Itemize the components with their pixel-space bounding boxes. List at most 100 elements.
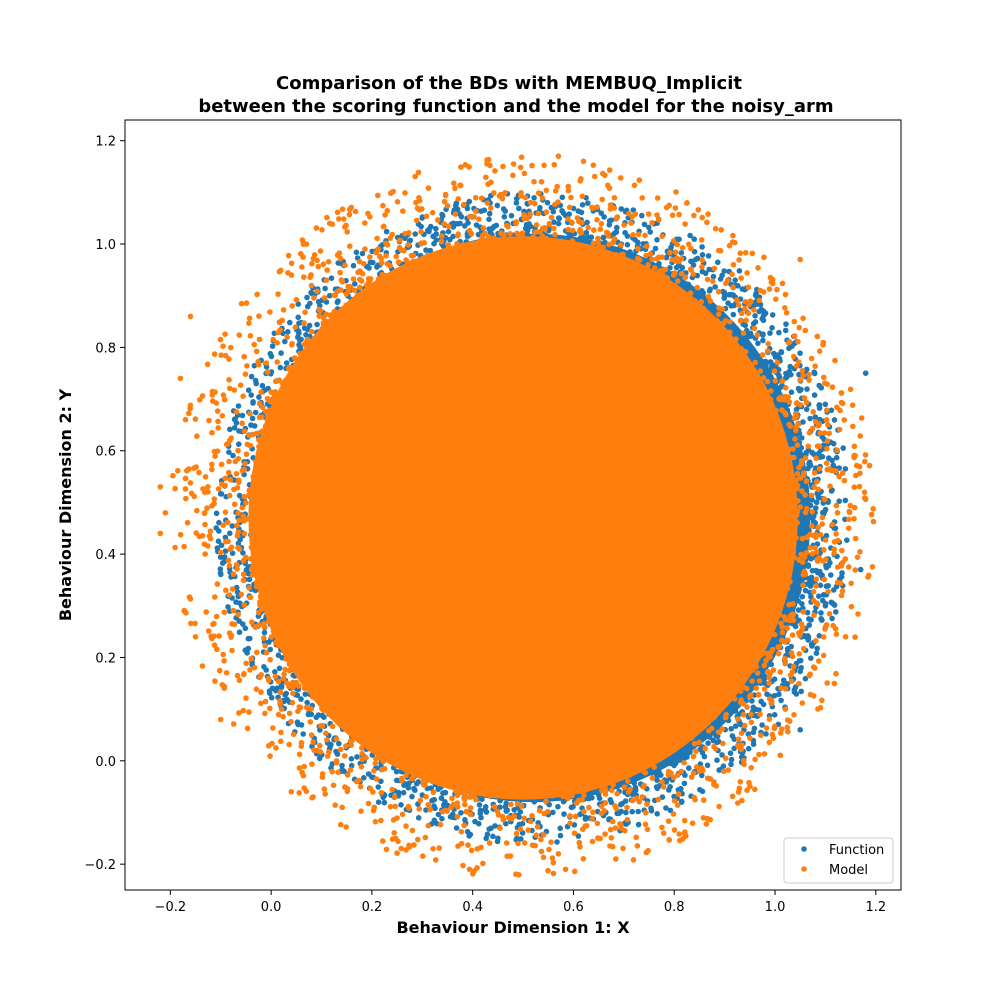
- data-point-model: [594, 204, 600, 210]
- data-point-model: [744, 787, 750, 793]
- data-point-model: [467, 805, 474, 811]
- data-point-model: [812, 544, 818, 551]
- data-point-model: [707, 816, 713, 823]
- data-point-model: [241, 353, 247, 360]
- data-point-model: [311, 295, 317, 301]
- data-point-model: [242, 554, 249, 561]
- data-point-model: [278, 706, 285, 712]
- data-point-model: [606, 167, 613, 173]
- data-point-model: [205, 628, 212, 634]
- data-point-model: [630, 232, 636, 238]
- data-point-model: [350, 276, 357, 282]
- data-point-function: [393, 768, 400, 775]
- data-point-model: [272, 389, 279, 395]
- data-point-model: [282, 633, 288, 639]
- data-point-model: [564, 795, 571, 802]
- data-point-model: [839, 470, 846, 476]
- data-point-model: [779, 378, 786, 384]
- data-point-model: [454, 240, 460, 247]
- data-point-model: [236, 710, 242, 716]
- data-point-function: [732, 277, 738, 284]
- data-point-function: [715, 259, 721, 266]
- data-point-function: [763, 731, 769, 737]
- data-point-model: [495, 812, 502, 818]
- data-point-model: [310, 255, 317, 262]
- data-point-model: [712, 746, 719, 752]
- data-point-model: [294, 666, 300, 673]
- data-point-model: [690, 753, 697, 760]
- data-point-model: [820, 339, 827, 346]
- data-point-model: [659, 779, 665, 785]
- data-point-model: [288, 789, 295, 795]
- data-point-function: [832, 525, 839, 532]
- data-point-model: [590, 778, 597, 784]
- data-point-model: [533, 791, 539, 798]
- data-point-model: [468, 847, 475, 854]
- data-point-model: [674, 241, 680, 248]
- data-point-function: [495, 835, 501, 842]
- data-point-model: [454, 792, 461, 799]
- data-point-model: [793, 498, 800, 504]
- data-point-function: [488, 825, 494, 831]
- data-point-function: [503, 808, 510, 814]
- data-point-model: [257, 486, 263, 493]
- data-point-function: [648, 805, 654, 812]
- data-point-model: [303, 678, 310, 684]
- data-point-model: [568, 194, 574, 201]
- data-point-model: [798, 458, 805, 464]
- data-point-model: [378, 817, 384, 824]
- data-point-function: [813, 499, 820, 506]
- data-point-model: [527, 211, 533, 218]
- data-point-function: [516, 205, 522, 212]
- data-point-function: [502, 803, 509, 810]
- data-point-model: [779, 726, 785, 732]
- data-point-function: [774, 352, 781, 358]
- data-point-model: [437, 821, 444, 828]
- data-point-model: [672, 249, 679, 255]
- data-point-model: [407, 763, 414, 770]
- data-point-model: [541, 810, 548, 817]
- data-point-function: [298, 336, 304, 343]
- data-point-model: [226, 492, 233, 499]
- data-point-model: [670, 272, 677, 279]
- data-point-model: [344, 788, 351, 795]
- data-point-model: [824, 438, 831, 444]
- data-point-function: [729, 733, 736, 739]
- data-point-model: [299, 237, 306, 243]
- data-point-function: [654, 785, 661, 792]
- data-point-model: [722, 755, 729, 762]
- data-point-model: [778, 620, 784, 627]
- data-point-model: [482, 247, 489, 253]
- data-point-model: [457, 182, 463, 189]
- data-point-model: [347, 767, 354, 773]
- data-point-model: [244, 363, 250, 369]
- data-point-model: [309, 260, 315, 267]
- data-point-model: [540, 832, 547, 838]
- data-point-model: [784, 522, 790, 529]
- data-point-model: [765, 341, 771, 347]
- data-point-function: [222, 548, 229, 554]
- data-point-model: [263, 649, 270, 656]
- data-point-model: [241, 517, 248, 524]
- data-point-function: [830, 462, 837, 469]
- data-point-function: [828, 407, 835, 414]
- data-point-model: [627, 772, 633, 778]
- data-point-model: [681, 817, 688, 824]
- data-point-function: [771, 692, 778, 699]
- data-point-model: [870, 506, 876, 512]
- data-point-model: [314, 747, 320, 754]
- data-point-function: [453, 200, 460, 206]
- data-point-model: [233, 561, 240, 568]
- data-point-function: [567, 233, 573, 240]
- data-point-model: [342, 262, 348, 269]
- data-point-function: [375, 799, 382, 805]
- data-point-model: [277, 738, 284, 745]
- data-point-model: [258, 700, 264, 707]
- data-point-function: [415, 815, 422, 821]
- data-point-model: [324, 737, 330, 743]
- data-point-model: [591, 173, 598, 180]
- data-point-function: [809, 643, 815, 649]
- data-point-model: [462, 162, 469, 168]
- data-point-model: [797, 402, 804, 408]
- data-point-model: [276, 634, 283, 640]
